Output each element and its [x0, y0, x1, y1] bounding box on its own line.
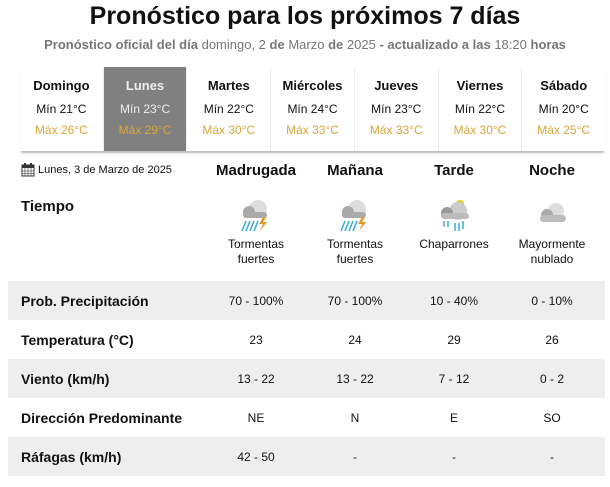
day-name: Sábado	[540, 78, 588, 93]
day-max: Máx 29°C	[118, 123, 172, 137]
weather-desc-1: Tormentas	[227, 237, 285, 251]
calendar-icon	[21, 163, 35, 177]
thunderstorm-icon	[340, 200, 366, 232]
day-max: Máx 30°C	[453, 123, 507, 137]
row-value: 70 - 100%	[228, 293, 284, 308]
selected-date-text: Lunes, 3 de Marzo de 2025	[38, 164, 172, 176]
day-tab-6[interactable]: Sábado Mín 20°C Máx 25°C	[522, 67, 605, 151]
row-value: NE	[247, 410, 265, 425]
weather-desc-1: Chaparrones	[419, 237, 489, 251]
weather-label: Tiempo	[21, 198, 75, 215]
day-name: Martes	[207, 78, 250, 93]
row-value: 70 - 100%	[327, 293, 383, 308]
row-label: Temperatura (°C)	[21, 331, 134, 348]
day-min: Mín 23°C	[120, 102, 171, 116]
row-label: Dirección Predominante	[21, 409, 183, 426]
day-name: Miércoles	[282, 78, 343, 93]
day-min: Mín 20°C	[538, 102, 589, 116]
row-value: 23	[249, 332, 263, 347]
table-row: Dirección Predominante NE N E SO	[8, 398, 605, 437]
period-header: Tarde	[434, 162, 474, 179]
day-name: Lunes	[125, 78, 165, 93]
row-value: 7 - 12	[438, 371, 470, 386]
day-min: Mín 22°C	[454, 102, 506, 116]
weather-desc-2: nublado	[530, 252, 574, 266]
showers-sun-icon	[441, 200, 469, 231]
row-value: 13 - 22	[336, 371, 374, 386]
row-value: 24	[348, 332, 362, 347]
period-header: Mañana	[327, 162, 383, 179]
day-tab-3[interactable]: Miércoles Mín 24°C Máx 33°C	[271, 67, 355, 151]
page-subtitle: Pronóstico oficial del día domingo, 2 de…	[44, 37, 566, 52]
day-min: Mín 22°C	[203, 102, 254, 116]
day-min: Mín 23°C	[371, 102, 422, 116]
day-min: Mín 21°C	[36, 102, 87, 116]
day-tabs: Domingo Mín 21°C Máx 26°C Lunes Mín 23°C Máx …	[20, 67, 605, 151]
table-row: Viento (km/h) 13 - 22 13 - 22 7 - 12 0 - 2	[8, 359, 605, 398]
table-row: Temperatura (°C) 23 24 29 26	[8, 320, 605, 359]
day-min: Mín 24°C	[287, 102, 338, 116]
row-value: -	[353, 449, 357, 464]
day-tab-4[interactable]: Jueves Mín 23°C Máx 33°C	[355, 67, 439, 151]
row-value: 0 - 10%	[531, 293, 573, 308]
row-value: 10 - 40%	[429, 293, 479, 308]
period-header: Madrugada	[215, 162, 296, 179]
weather-desc-1: Mayormente	[518, 237, 586, 251]
row-label: Ráfagas (km/h)	[21, 448, 122, 465]
day-max: Máx 26°C	[34, 123, 88, 137]
thunderstorm-icon	[241, 200, 267, 232]
day-max: Máx 33°C	[286, 123, 339, 137]
day-max: Máx 33°C	[369, 123, 423, 137]
day-tab-1[interactable]: Lunes Mín 23°C Máx 29°C	[103, 67, 188, 151]
day-tab-5[interactable]: Viernes Mín 22°C Máx 30°C	[439, 67, 523, 151]
weather-cell: Tormentas fuertes	[206, 195, 306, 267]
day-name: Viernes	[456, 78, 504, 93]
weather-desc-2: fuertes	[336, 252, 374, 266]
row-value: N	[350, 410, 360, 425]
day-tab-0[interactable]: Domingo Mín 21°C Máx 26°C	[20, 67, 104, 151]
row-value: SO	[543, 410, 561, 425]
weather-cell: Mayormente nublado	[502, 195, 602, 267]
row-value: E	[449, 410, 458, 425]
day-name: Jueves	[374, 78, 419, 93]
day-name: Domingo	[33, 78, 90, 93]
row-value: 13 - 22	[237, 371, 275, 386]
row-label: Prob. Precipitación	[21, 292, 149, 309]
selected-date: Lunes, 3 de Marzo de 2025	[21, 163, 172, 177]
period-header: Noche	[529, 162, 575, 179]
row-value: 42 - 50	[237, 449, 275, 464]
day-max: Máx 25°C	[537, 123, 591, 137]
row-value: -	[550, 449, 554, 464]
table-row: Ráfagas (km/h) 42 - 50 - - -	[8, 437, 605, 476]
day-tab-2[interactable]: Martes Mín 22°C Máx 30°C	[187, 67, 272, 151]
row-value: 0 - 2	[539, 371, 564, 386]
weather-desc-2: fuertes	[237, 252, 275, 266]
day-max: Máx 30°C	[202, 123, 256, 137]
row-value: 26	[545, 332, 559, 347]
row-value: 29	[447, 332, 461, 347]
row-label: Viento (km/h)	[21, 370, 110, 387]
weather-cell: Tormentas fuertes	[305, 195, 405, 267]
cloudy-night-icon	[540, 203, 566, 222]
weather-cell: Chaparrones	[404, 195, 504, 252]
table-row: Prob. Precipitación 70 - 100% 70 - 100% 10 …	[8, 281, 605, 320]
page-title: Pronóstico para los próximos 7 días	[89, 2, 521, 30]
row-value: -	[452, 449, 456, 464]
weather-desc-1: Tormentas	[326, 237, 384, 251]
